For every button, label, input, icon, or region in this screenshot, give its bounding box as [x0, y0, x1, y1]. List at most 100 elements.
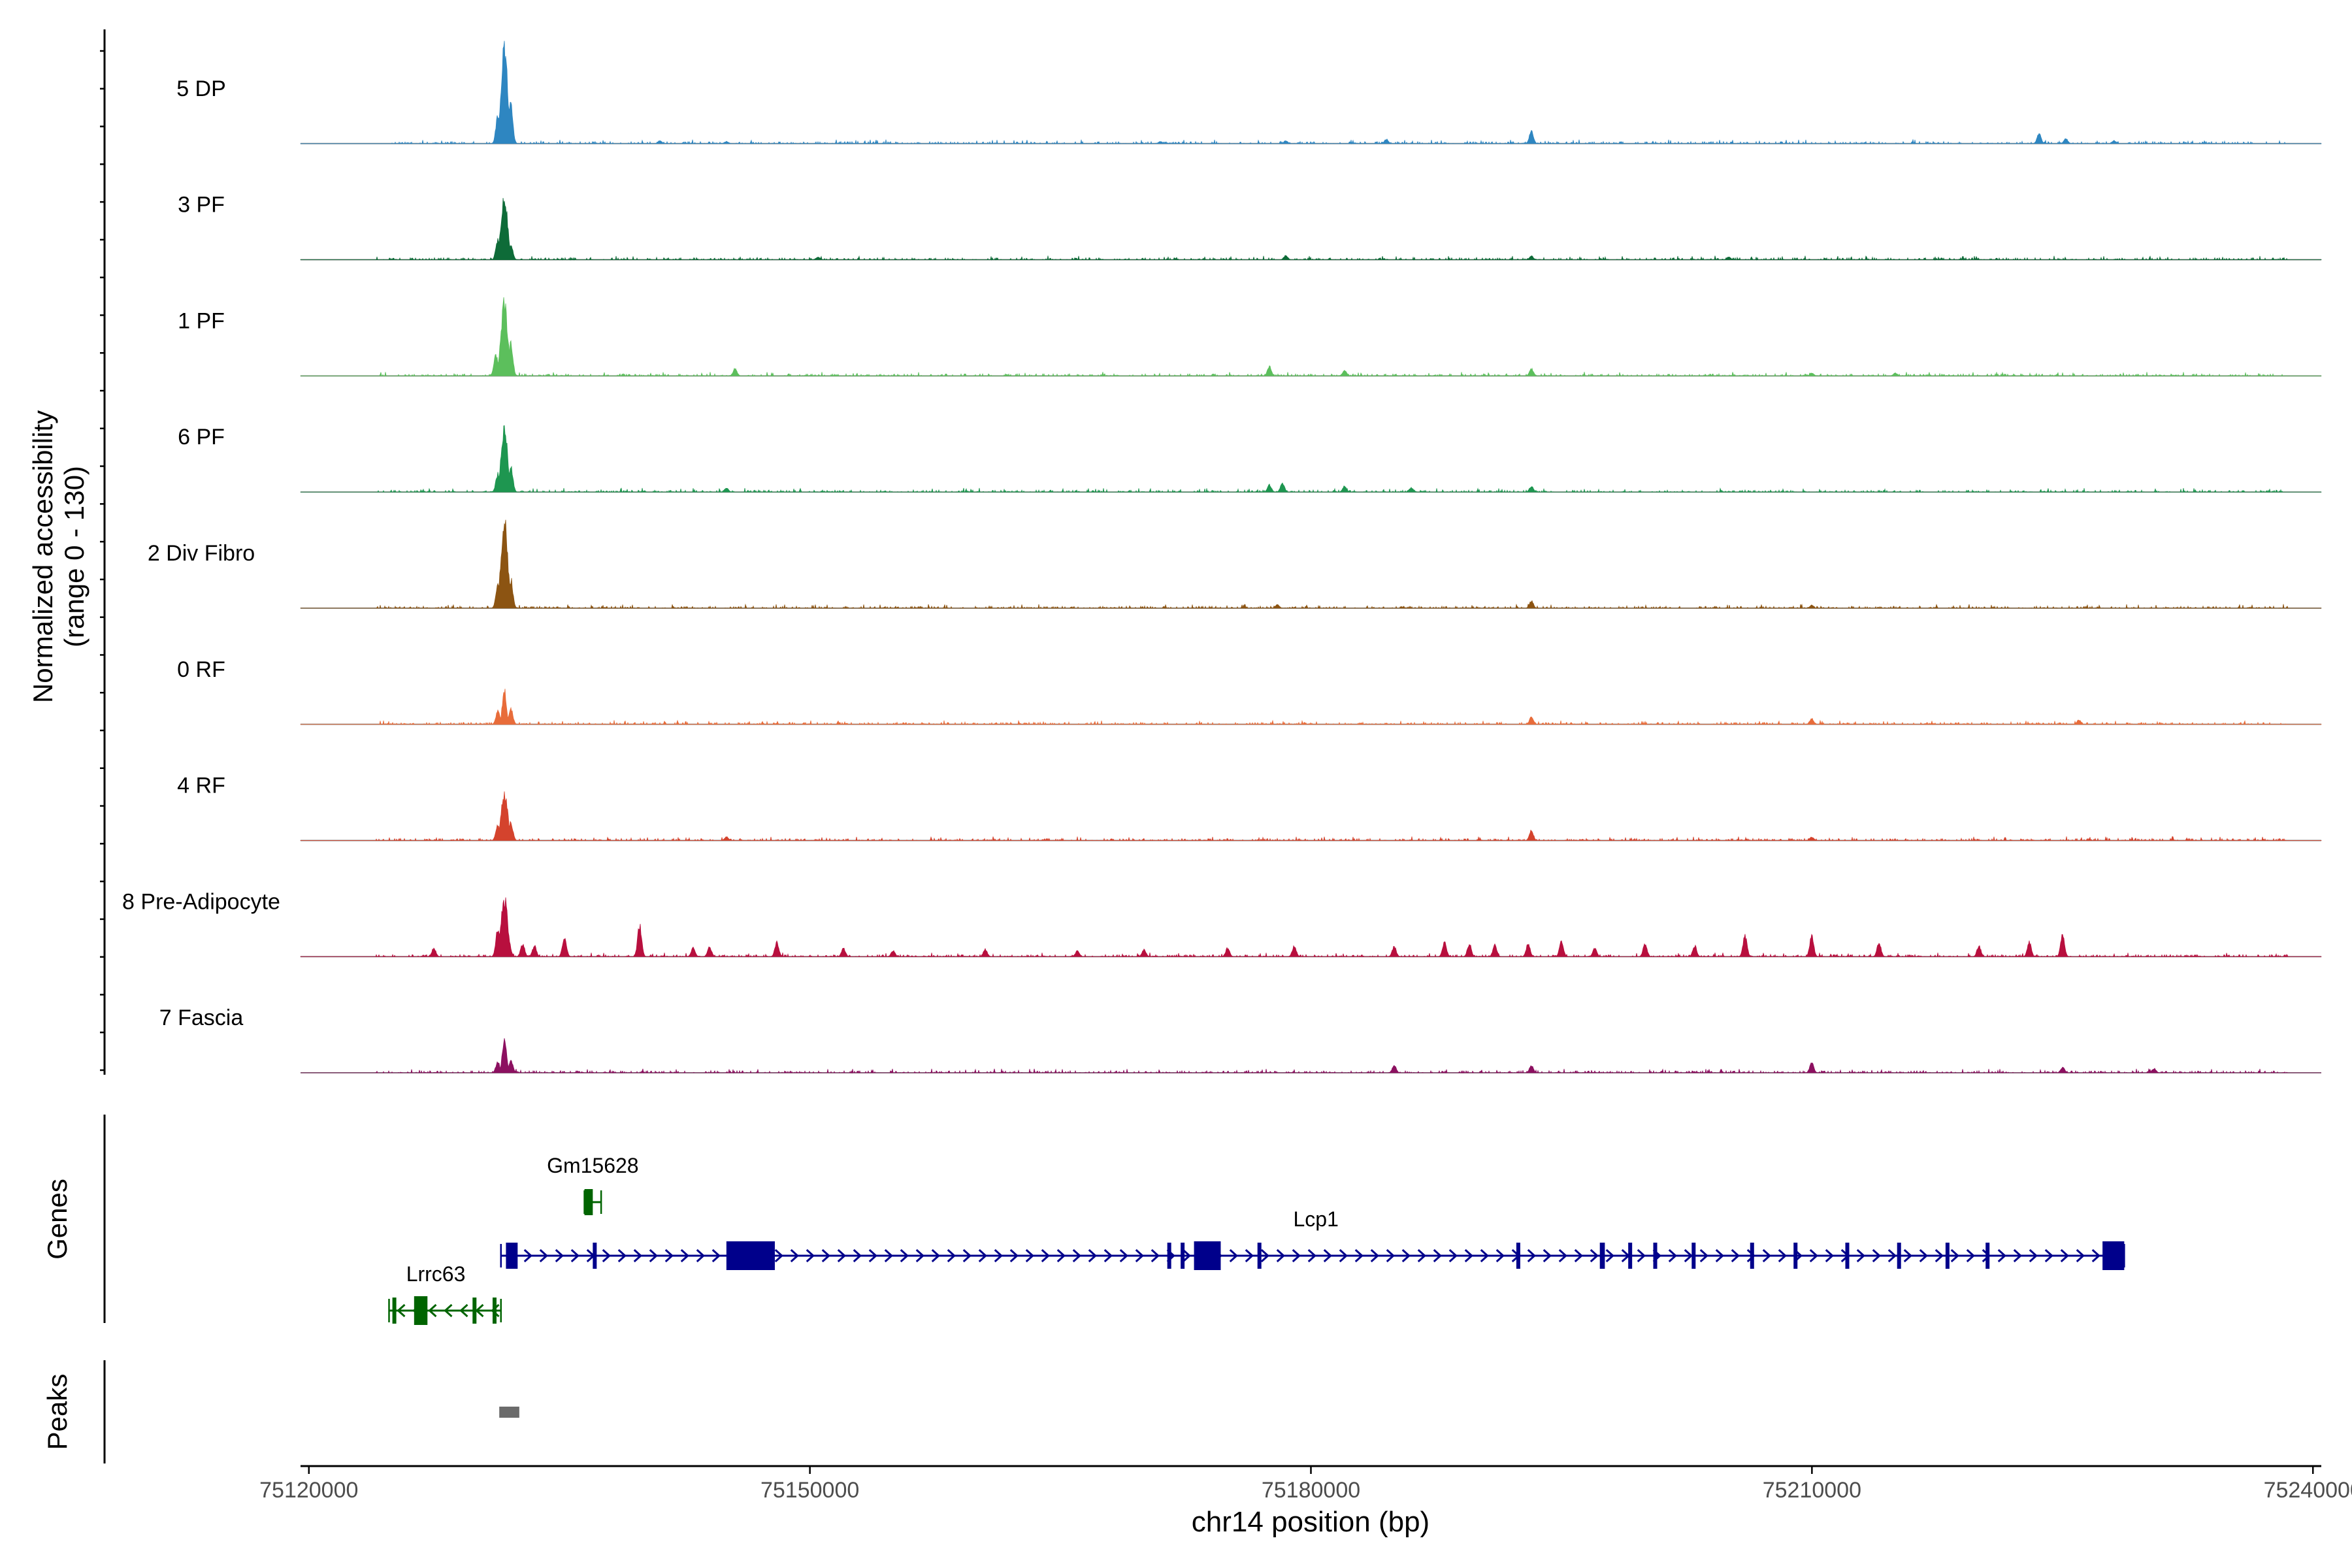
strand-chevron: [649, 1249, 658, 1263]
strand-chevron: [1997, 1249, 2006, 1263]
coverage-area: [301, 1038, 2321, 1074]
coverage-panel: Normalized accessibility (range 0 - 130)…: [27, 29, 2322, 1075]
strand-chevron: [1135, 1249, 1144, 1263]
gene-exon: [1985, 1243, 1990, 1269]
coverage-area: [300, 519, 2322, 610]
strand-chevron: [853, 1249, 862, 1263]
peaks-y-label: Peaks: [42, 1374, 73, 1450]
strand-chevron: [1401, 1249, 1411, 1263]
gene-exon: [414, 1296, 428, 1325]
strand-chevron: [1072, 1249, 1081, 1263]
gene-exon: [1599, 1243, 1605, 1269]
coverage-track: 7 Fascia: [159, 1005, 2321, 1074]
coverage-track: 6 PF: [178, 425, 2322, 493]
gene-exon: [1750, 1243, 1754, 1269]
strand-chevron: [1935, 1249, 1944, 1263]
x-tick-label: 75120000: [259, 1478, 358, 1503]
strand-chevron: [539, 1249, 548, 1263]
gene-models: Lrrc63 Gm15628 Lcp1: [388, 1154, 2125, 1325]
strand-chevron: [1668, 1249, 1677, 1263]
gene-exon: [1194, 1241, 1221, 1270]
peak-region: [499, 1407, 519, 1418]
strand-chevron: [2013, 1249, 2022, 1263]
coverage-track: 0 RF: [177, 657, 2322, 726]
strand-chevron: [1025, 1249, 1034, 1263]
strand-chevron: [491, 1303, 500, 1318]
strand-chevron: [884, 1249, 893, 1263]
strand-chevron: [1041, 1249, 1050, 1263]
strand-chevron: [1872, 1249, 1881, 1263]
peaks-panel: Peaks: [42, 1360, 519, 1463]
strand-chevron: [397, 1303, 406, 1318]
coverage-track: 8 Pre-Adipocyte: [122, 889, 2322, 958]
x-tick-label: 75150000: [760, 1478, 859, 1503]
strand-chevron: [428, 1303, 437, 1318]
strand-chevron: [1417, 1249, 1426, 1263]
strand-chevron: [1495, 1249, 1505, 1263]
strand-chevron: [1699, 1249, 1708, 1263]
strand-chevron: [1339, 1249, 1348, 1263]
gene-exon: [492, 1298, 497, 1324]
strand-chevron: [821, 1249, 830, 1263]
strand-chevron: [2044, 1249, 2053, 1263]
strand-chevron: [459, 1303, 468, 1318]
genes-y-label: Genes: [42, 1179, 73, 1260]
strand-chevron: [1260, 1249, 1269, 1263]
gene-exon: [1897, 1243, 1901, 1269]
coverage-area: [300, 297, 2322, 377]
strand-chevron: [444, 1303, 453, 1318]
strand-chevron: [711, 1249, 721, 1263]
strand-chevron: [1354, 1249, 1364, 1263]
strand-chevron: [664, 1249, 674, 1263]
strand-chevron: [475, 1303, 484, 1318]
track-label: 7 Fascia: [159, 1005, 244, 1030]
x-tick-label: 75210000: [1763, 1478, 1861, 1503]
strand-chevron: [1182, 1249, 1191, 1263]
coverage-area: [300, 425, 2322, 493]
strand-chevron: [1448, 1249, 1458, 1263]
strand-chevron: [2029, 1249, 2038, 1263]
strand-chevron: [1480, 1249, 1489, 1263]
strand-chevron: [570, 1249, 580, 1263]
track-label: 6 PF: [178, 425, 225, 449]
strand-chevron: [1919, 1249, 1928, 1263]
strand-chevron: [1292, 1249, 1301, 1263]
strand-chevron: [1715, 1249, 1724, 1263]
strand-chevron: [1778, 1249, 1787, 1263]
coverage-track: 4 RF: [177, 774, 2322, 841]
gene-exon: [1181, 1243, 1185, 1269]
gene-exon: [472, 1298, 477, 1324]
strand-chevron: [915, 1249, 924, 1263]
strand-chevron: [1088, 1249, 1097, 1263]
gene-exon: [1167, 1243, 1171, 1269]
coverage-y-ticks: [100, 50, 105, 1071]
strand-chevron: [1464, 1249, 1473, 1263]
coverage-tracks: 5 DP 3 PF 1 PF 6 PF 2 Div Fibro 0 RF 4 RF 8 Pre…: [122, 41, 2322, 1074]
strand-chevron: [1370, 1249, 1379, 1263]
strand-chevron: [1245, 1249, 1254, 1263]
strand-chevron: [633, 1249, 642, 1263]
track-label: 4 RF: [177, 774, 225, 798]
strand-chevron: [1276, 1249, 1285, 1263]
gene-exon: [1516, 1243, 1520, 1269]
coverage-area: [300, 897, 2322, 958]
x-axis: 75120000 75150000 75180000 75210000 75240000…: [259, 1465, 2352, 1538]
strand-chevron: [1543, 1249, 1552, 1263]
x-tick-label: 75180000: [1262, 1478, 1360, 1503]
strand-chevron: [1119, 1249, 1128, 1263]
track-label: 8 Pre-Adipocyte: [122, 889, 280, 914]
strand-chevron: [1903, 1249, 1912, 1263]
strand-chevron: [994, 1249, 1003, 1263]
strand-chevron: [1731, 1249, 1740, 1263]
strand-chevron: [602, 1249, 611, 1263]
strand-chevron: [868, 1249, 877, 1263]
strand-chevron: [1856, 1249, 1865, 1263]
strand-chevron: [1574, 1249, 1583, 1263]
strand-chevron: [837, 1249, 846, 1263]
gene-model: Gm15628: [547, 1154, 639, 1215]
strand-chevron: [696, 1249, 705, 1263]
strand-chevron: [523, 1249, 532, 1263]
strand-chevron: [1103, 1249, 1113, 1263]
strand-chevron: [2091, 1249, 2100, 1263]
